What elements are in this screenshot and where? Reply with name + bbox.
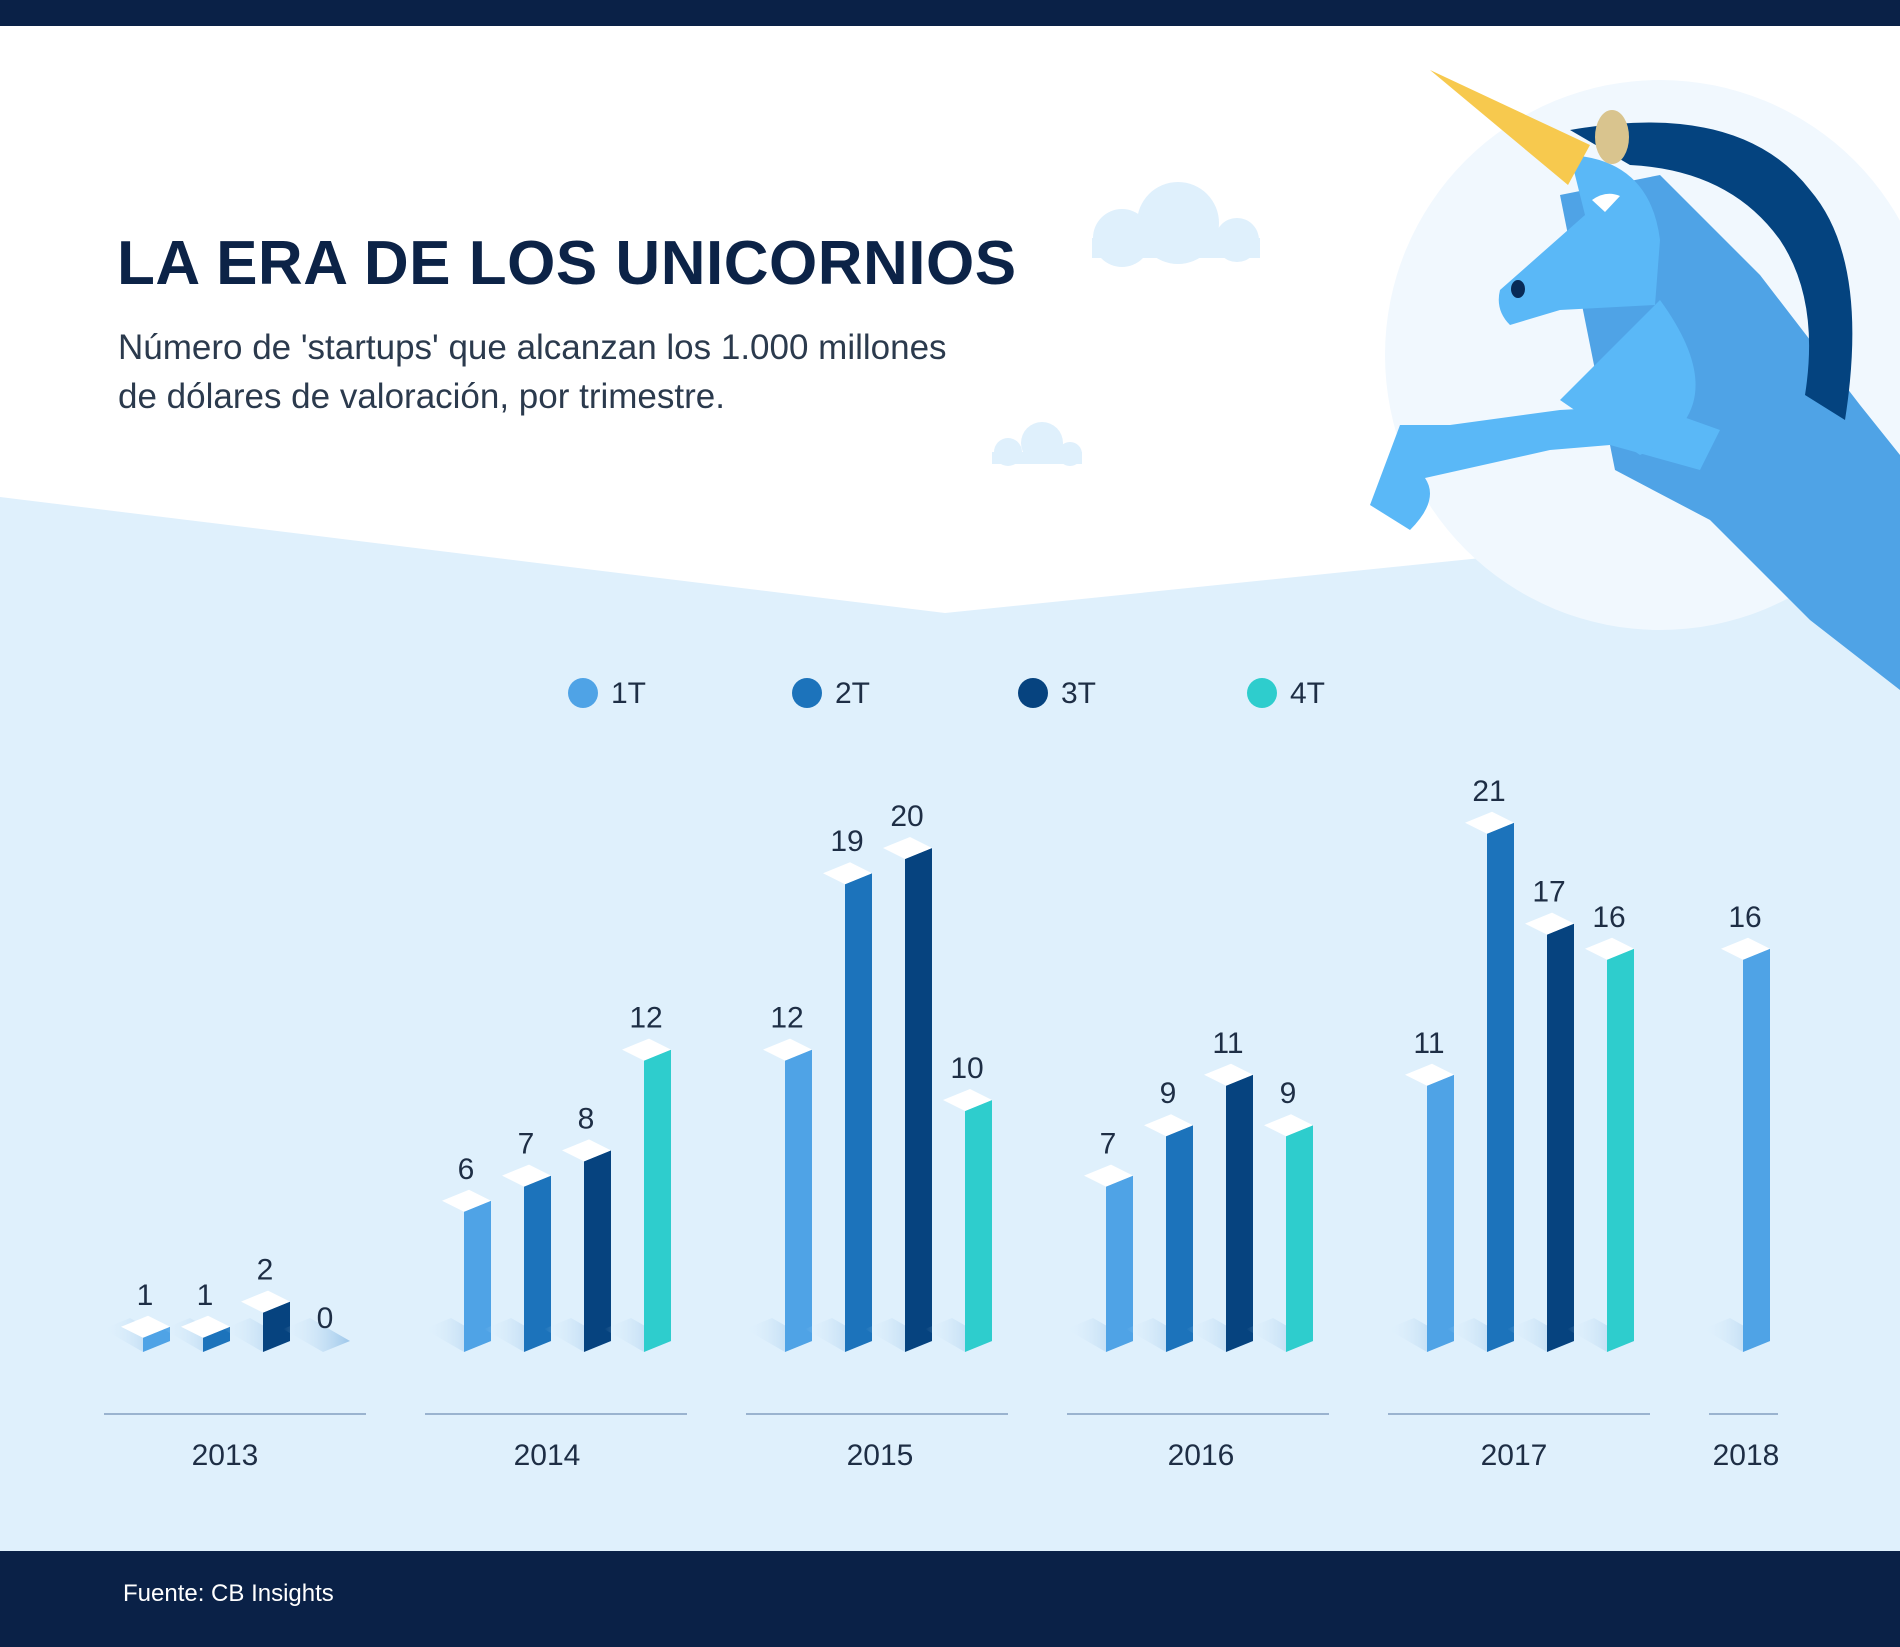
subtitle-line-2: de dólares de valoración, por trimestre. [118,377,725,416]
unicorn-illustration [1370,70,1900,690]
bar-top [883,837,932,859]
bar [965,1100,992,1352]
bar [1743,948,1770,1352]
bar [584,1150,611,1352]
legend-label: 1T [611,677,646,710]
bar [785,1049,812,1352]
bar-top [1264,1114,1313,1137]
bar [1226,1074,1253,1352]
bar [1106,1175,1133,1352]
data-label: 19 [830,825,863,858]
data-label: 20 [890,800,923,833]
bar-top [121,1315,170,1338]
bar-top [1405,1063,1454,1086]
page-title: LA ERA DE LOS UNICORNIOS [117,229,1017,298]
bar [143,1326,170,1352]
legend-swatch [792,678,822,708]
bar-top [1204,1063,1253,1086]
bar-top [1465,811,1514,834]
bar-top [943,1089,992,1111]
year-label: 2014 [514,1439,581,1472]
data-label: 9 [1160,1077,1177,1110]
data-label: 11 [1413,1027,1444,1060]
data-label: 1 [137,1279,154,1312]
legend-swatch [1018,678,1048,708]
year-label: 2016 [1168,1439,1235,1472]
bar [1547,923,1574,1352]
bar [203,1326,230,1352]
bar [263,1301,290,1352]
bar-top [502,1164,551,1187]
data-label: 1 [197,1279,214,1312]
year-label: 2018 [1713,1439,1780,1472]
bar-top [181,1315,230,1338]
data-label: 8 [578,1102,595,1135]
legend-label: 4T [1290,677,1325,710]
bar [524,1175,551,1352]
data-label: 11 [1212,1027,1243,1060]
bar [644,1049,671,1352]
bar [845,873,872,1352]
bar-top [1084,1164,1133,1187]
bar-top [1144,1114,1193,1137]
bar-top [442,1189,491,1212]
bar [1286,1125,1313,1352]
data-label: 6 [458,1153,475,1186]
legend-swatch [1247,678,1277,708]
legend-swatch [568,678,598,708]
data-label: 17 [1532,876,1565,909]
bar-top [823,862,872,885]
bar-top [1585,937,1634,960]
cloud-icon [1092,182,1260,267]
data-label: 21 [1472,775,1505,808]
data-label: 10 [950,1052,983,1085]
subtitle-line-1: Número de 'startups' que alcanzan los 1.… [118,328,947,367]
bar [1166,1125,1193,1352]
bar-top [763,1038,812,1061]
page-subtitle: Número de 'startups' que alcanzan los 1.… [118,323,1018,421]
data-label: 7 [1100,1128,1117,1161]
data-label: 16 [1592,901,1625,934]
bar-top [1525,912,1574,935]
data-label: 12 [770,1002,803,1035]
bar-top [622,1038,671,1061]
data-label: 7 [518,1128,535,1161]
bar-top [562,1139,611,1162]
bar [464,1200,491,1352]
data-label: 16 [1728,901,1761,934]
source-note: Fuente: CB Insights [123,1580,334,1607]
bar-top [1721,937,1770,960]
top-bar [0,0,1900,26]
footer-bar [0,1551,1900,1647]
legend-label: 2T [835,677,870,710]
bar-shadow [283,1318,350,1352]
bar [1607,948,1634,1352]
bar [1487,822,1514,1352]
bar [1427,1074,1454,1352]
data-label: 2 [257,1254,274,1287]
data-label: 0 [317,1302,334,1335]
bar-top [241,1290,290,1313]
year-label: 2013 [192,1439,259,1472]
bar [905,848,932,1352]
data-label: 12 [629,1002,662,1035]
cloud-icon [992,422,1082,466]
year-label: 2017 [1481,1439,1548,1472]
legend-label: 3T [1061,677,1096,710]
data-label: 9 [1280,1077,1297,1110]
year-label: 2015 [847,1439,914,1472]
